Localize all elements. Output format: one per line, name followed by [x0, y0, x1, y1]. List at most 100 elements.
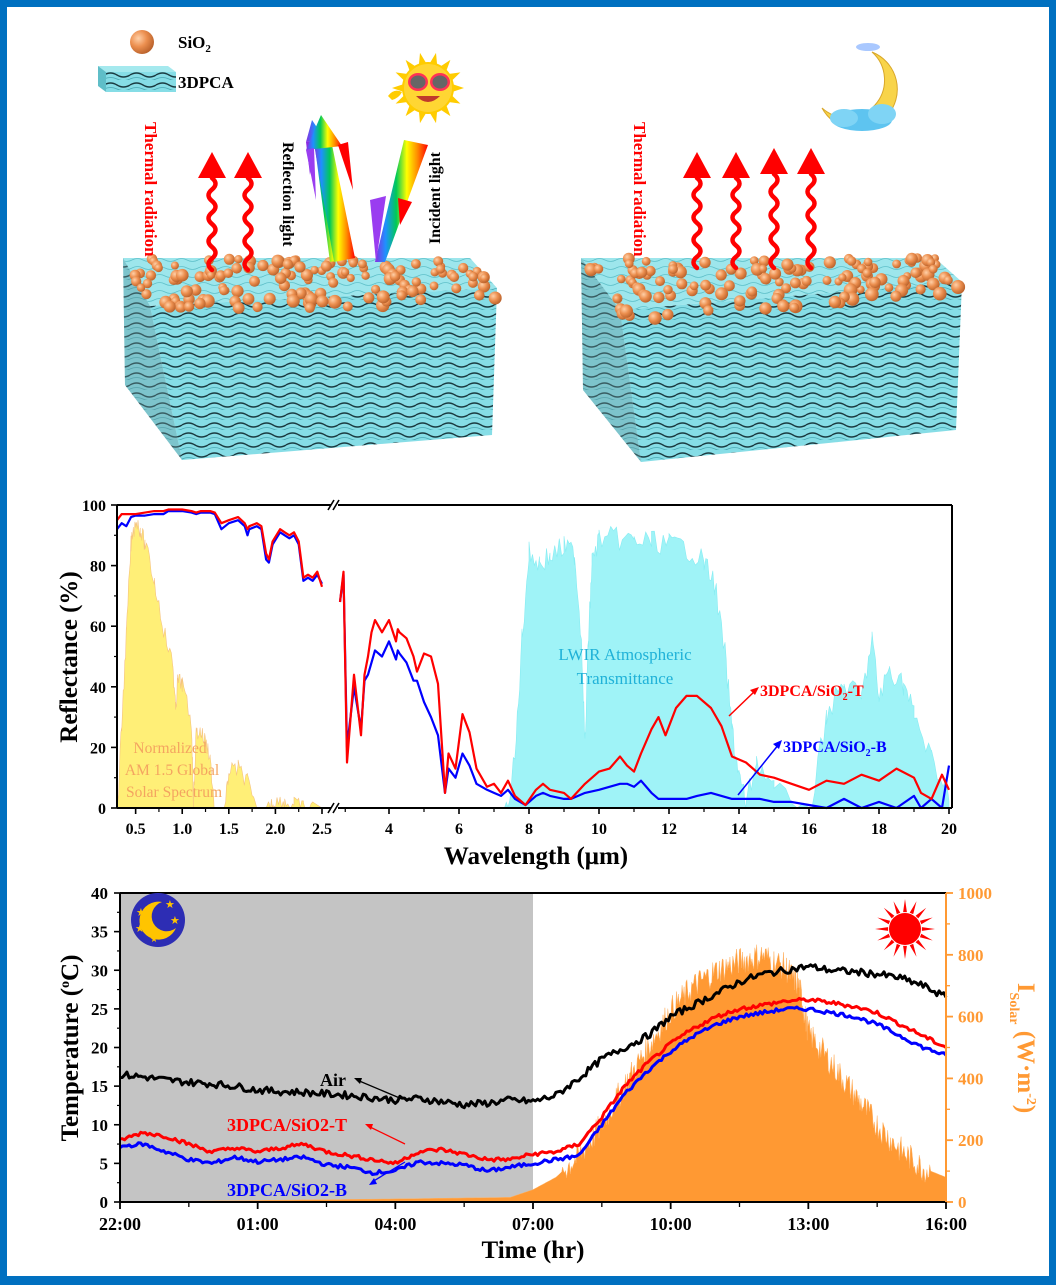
reflection-light-label: Reflection light [279, 142, 296, 247]
sio2-particle [856, 285, 865, 294]
sio2-particle [449, 272, 460, 282]
thermal-wave [805, 171, 817, 271]
sio2-particle [274, 272, 287, 285]
temperature-line-B [119, 1005, 948, 1176]
sun-ray [451, 83, 464, 93]
sio2-sphere-icon [130, 30, 154, 54]
sio2-particle [703, 305, 714, 316]
sio2-particle [648, 311, 662, 325]
sio2-particle [215, 270, 227, 281]
sio2-particle [223, 268, 234, 279]
svg-text:★: ★ [136, 906, 146, 919]
legend-sio2-sub: 2 [205, 43, 211, 55]
sio2-particle [653, 291, 665, 304]
svg-text:★: ★ [135, 922, 145, 935]
sio2-particle [242, 293, 255, 305]
sun-ray [893, 943, 901, 957]
temp-y-axis-title: Temperature ( [57, 988, 84, 1141]
sio2-particle [371, 284, 381, 294]
solar-y-axis-title-units: (W·m [1012, 1024, 1039, 1093]
sio2-particle [689, 281, 699, 291]
sio2-particle [234, 255, 243, 264]
temperature-line-T [119, 996, 947, 1166]
sio2-particle [232, 302, 245, 314]
y-tick-label: 20 [90, 740, 106, 757]
sun-ray [921, 927, 935, 931]
sio2-particle [300, 269, 313, 282]
sio2-particle [180, 285, 193, 298]
sio2-particle [249, 275, 260, 287]
sio2-particle [310, 266, 319, 275]
sio2-particle [593, 264, 604, 274]
thermal-arrowhead [198, 152, 226, 178]
sio2-particle [357, 259, 367, 269]
sio2-particle [884, 283, 894, 293]
label-B-annotation: 3DPCA/SiO2-B [737, 739, 887, 796]
reflectance-chart: 0 20 40 60 80 100 0.5 1.0 1.5 2.0 2.5 4 6 8 10 12 14 16 18… [56, 498, 957, 870]
y-tick-label: 20 [91, 1039, 108, 1058]
y-tick-label: 40 [90, 680, 106, 697]
sio2-particle [715, 287, 729, 301]
sio2-particle [655, 276, 665, 287]
sio2-particle [175, 302, 187, 313]
sio2-particle [415, 294, 427, 306]
x-tick-label: 6 [455, 821, 463, 838]
temperature-lines [119, 963, 948, 1176]
sio2-particle [823, 256, 836, 269]
sio2-particle [926, 258, 936, 267]
sio2-particle [928, 264, 938, 274]
solar-annotation-line-1: Normalized [133, 740, 206, 757]
sio2-particle [458, 262, 469, 274]
legend-sio2-label: SiO [178, 33, 205, 52]
solar-y-axis-title-sub: Solar [1006, 993, 1021, 1025]
sun-icon [875, 899, 935, 959]
x-tick-label: 20 [941, 821, 957, 838]
thermal-arrowhead [760, 148, 788, 174]
x-tick-label: 0.5 [126, 821, 146, 838]
sio2-particle [863, 257, 873, 267]
y-tick-label: 0 [98, 801, 106, 818]
label-B-sub: 2 [866, 748, 871, 759]
sio2-particle [699, 256, 711, 269]
incident-light-label: Incident light [427, 151, 444, 244]
thermal-wave [242, 175, 254, 273]
sio2-particle [183, 301, 195, 312]
x-tick-label: 12 [661, 821, 677, 838]
sio2-particle [926, 277, 940, 291]
sio2-particle [286, 294, 300, 308]
sio2-particle [294, 261, 306, 273]
thermal-arrowhead [234, 152, 262, 178]
sio2-particle [194, 271, 206, 283]
sio2-particle [154, 263, 163, 273]
sio2-particle [176, 268, 189, 282]
label-B-text: 3DPCA/SiO [783, 739, 866, 756]
label-T-suffix: -T [848, 683, 864, 700]
sio2-particle [411, 277, 421, 287]
temp-label-T-annotation: 3DPCA/SiO2-T [227, 1115, 406, 1145]
sio2-particle [206, 271, 216, 280]
thermal-wave [730, 175, 742, 271]
sio2-particle [781, 258, 794, 271]
arrowhead-temp-B [369, 1178, 377, 1185]
sun-ray [877, 917, 891, 925]
svg-text:★: ★ [170, 914, 180, 927]
x-tick-label: 8 [525, 821, 533, 838]
sio2-particle [636, 266, 648, 278]
sio2-particle [376, 290, 390, 304]
sio2-particle [862, 268, 872, 278]
sio2-particle [271, 254, 285, 268]
legend-3dpca: 3DPCA [98, 66, 234, 92]
reflectance-line-B-left-segment [116, 510, 323, 585]
temp-label-T: 3DPCA/SiO2-T [227, 1115, 347, 1135]
sun-ray [903, 899, 907, 913]
sio2-particle [749, 256, 759, 265]
sio2-particle [584, 263, 598, 277]
x-tick-label: 13:00 [787, 1214, 829, 1234]
x-tick-label: 16:00 [925, 1214, 967, 1234]
sleeping-moon-icon [821, 43, 898, 131]
night-shade-region [120, 893, 533, 1202]
sio2-particle [488, 291, 502, 305]
sio2-particle [789, 302, 800, 313]
sio2-particle [774, 277, 784, 287]
y2-tick-label: 200 [958, 1131, 984, 1150]
